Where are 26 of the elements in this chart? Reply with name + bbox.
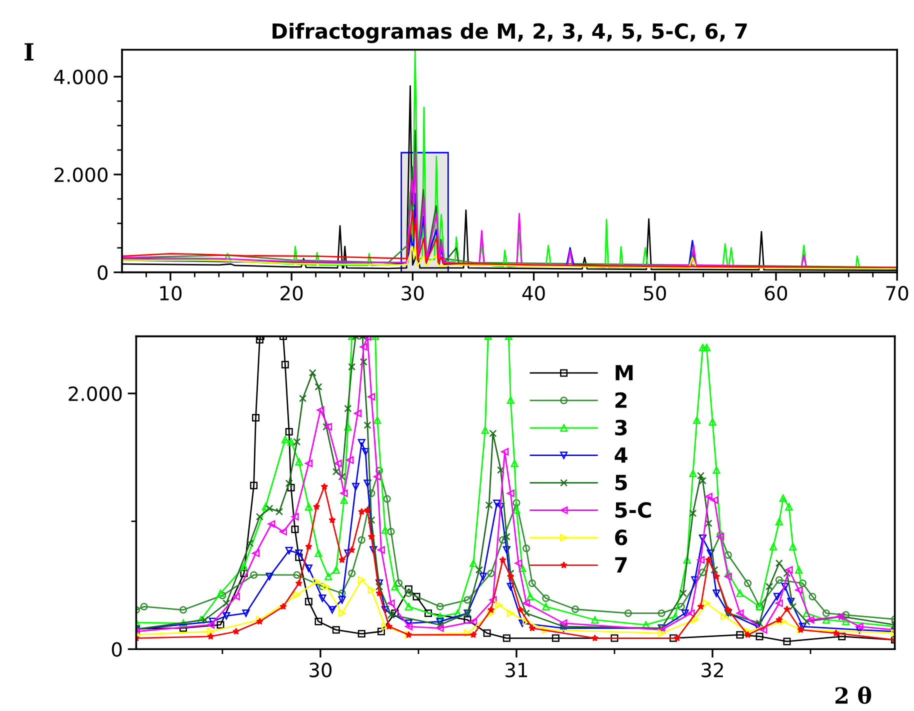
legend-label: 6 <box>615 530 628 546</box>
x-tick-label: 32 <box>702 662 723 678</box>
x-tick-label: 20 <box>280 286 303 301</box>
x-tick-label: 60 <box>764 286 788 301</box>
y-tick-label: 0 <box>98 265 108 280</box>
legend-label: M <box>616 365 633 380</box>
x-tick-label: 50 <box>644 286 666 301</box>
x-tick-label: 40 <box>522 286 545 301</box>
chart-title: Difractogramas de M, 2, 3, 4, 5, 5-C, 6, 7 <box>272 22 747 44</box>
x-tick-label: 30 <box>402 286 424 301</box>
y-tick-label: 0 <box>112 642 122 657</box>
legend-label: 5 <box>615 474 627 490</box>
x-tick-label: 30 <box>310 662 332 678</box>
x-tick-label: 70 <box>886 286 908 301</box>
x-axis-title: 2 θ <box>836 686 872 704</box>
legend-label: 3 <box>615 420 627 436</box>
y-axis-title: I <box>24 43 34 60</box>
legend-label: 5-C <box>615 502 651 518</box>
x-tick-label: 31 <box>506 662 528 678</box>
legend-label: 7 <box>615 557 627 572</box>
y-tick-label: 2.000 <box>68 386 122 402</box>
y-tick-label: 4.000 <box>54 70 108 84</box>
legend-label: 4 <box>614 447 628 463</box>
y-tick-label: 2.000 <box>54 167 108 182</box>
x-tick-label: 10 <box>160 286 182 301</box>
legend-label: 2 <box>615 392 626 408</box>
